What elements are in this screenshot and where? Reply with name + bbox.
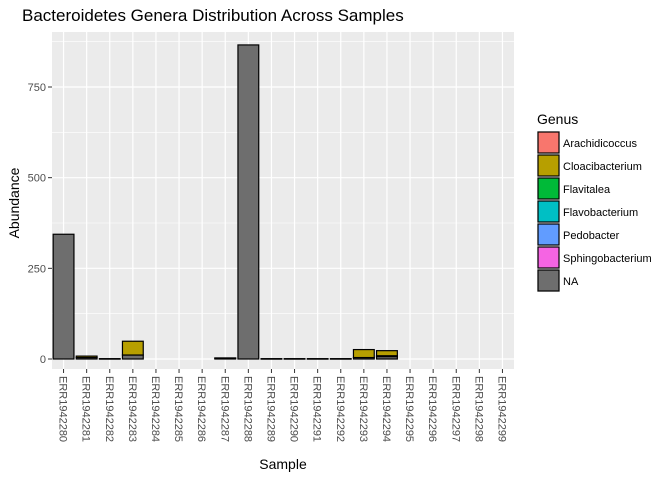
legend-swatch bbox=[537, 131, 560, 154]
legend-swatch bbox=[537, 154, 560, 177]
bar-segment bbox=[121, 340, 144, 356]
legend-swatch bbox=[537, 223, 560, 246]
x-tick-label: ERR1942297 bbox=[449, 376, 461, 442]
legend-label: Pedobacter bbox=[563, 230, 620, 242]
x-tick-label: ERR1942287 bbox=[218, 376, 230, 442]
legend-label: NA bbox=[563, 276, 579, 288]
x-tick-label: ERR1942289 bbox=[264, 376, 276, 442]
chart-title: Bacteroidetes Genera Distribution Across… bbox=[22, 6, 404, 25]
bar-segment bbox=[283, 358, 306, 360]
legend-title: Genus bbox=[537, 111, 578, 127]
bar-segment bbox=[237, 44, 260, 360]
grid bbox=[52, 32, 514, 369]
bar-segment bbox=[98, 358, 121, 360]
x-tick-label: ERR1942281 bbox=[80, 376, 92, 442]
bar-segment bbox=[75, 355, 98, 359]
x-axis: ERR1942280 ERR1942281 ERR1942282 ERR1942283… bbox=[57, 369, 507, 442]
x-tick-label: ERR1942294 bbox=[380, 376, 392, 442]
x-tick-label: ERR1942280 bbox=[57, 376, 69, 442]
legend-label: Sphingobacterium bbox=[563, 253, 652, 265]
x-tick-label: ERR1942285 bbox=[172, 376, 184, 442]
x-tick-label: ERR1942290 bbox=[288, 376, 300, 442]
x-tick-label: ERR1942296 bbox=[426, 376, 438, 442]
plot-panel bbox=[52, 32, 514, 369]
x-tick-label: ERR1942291 bbox=[311, 376, 323, 442]
x-tick-label: ERR1942283 bbox=[126, 376, 138, 442]
bar-segment bbox=[352, 348, 375, 359]
x-tick-label: ERR1942286 bbox=[195, 376, 207, 442]
bar-segment bbox=[375, 350, 398, 357]
x-tick-label: ERR1942282 bbox=[103, 376, 115, 442]
bar-segment bbox=[260, 358, 283, 360]
y-tick-label: 250 bbox=[28, 263, 46, 275]
y-axis-title: Abundance bbox=[6, 167, 22, 238]
y-tick-label: 750 bbox=[28, 82, 46, 94]
bar-segment bbox=[306, 358, 329, 360]
legend-label: Arachidicoccus bbox=[563, 138, 637, 150]
x-axis-title: Sample bbox=[259, 456, 307, 472]
y-axis: 0 250 500 750 bbox=[28, 82, 52, 366]
legend-swatch bbox=[537, 177, 560, 200]
legend-label: Cloacibacterium bbox=[563, 161, 642, 173]
x-tick-label: ERR1942292 bbox=[334, 376, 346, 442]
legend-swatch bbox=[537, 246, 560, 269]
legend-swatch bbox=[537, 200, 560, 223]
x-tick-label: ERR1942298 bbox=[472, 376, 484, 442]
bar-segment bbox=[52, 233, 75, 360]
legend-label: Flavobacterium bbox=[563, 207, 638, 219]
bars bbox=[52, 44, 398, 360]
legend-label: Flavitalea bbox=[563, 184, 611, 196]
legend: Genus Arachidicoccus Cloacibacterium Flavi… bbox=[537, 111, 652, 292]
x-tick-label: ERR1942284 bbox=[149, 376, 161, 442]
legend-swatch bbox=[537, 269, 560, 292]
y-tick-label: 0 bbox=[40, 354, 46, 366]
bar-segment bbox=[214, 357, 237, 360]
y-tick-label: 500 bbox=[28, 173, 46, 185]
x-tick-label: ERR1942299 bbox=[495, 376, 507, 442]
x-tick-label: ERR1942295 bbox=[403, 376, 415, 442]
x-tick-label: ERR1942288 bbox=[241, 376, 253, 442]
x-tick-label: ERR1942293 bbox=[357, 376, 369, 442]
bar-segment bbox=[329, 358, 352, 360]
